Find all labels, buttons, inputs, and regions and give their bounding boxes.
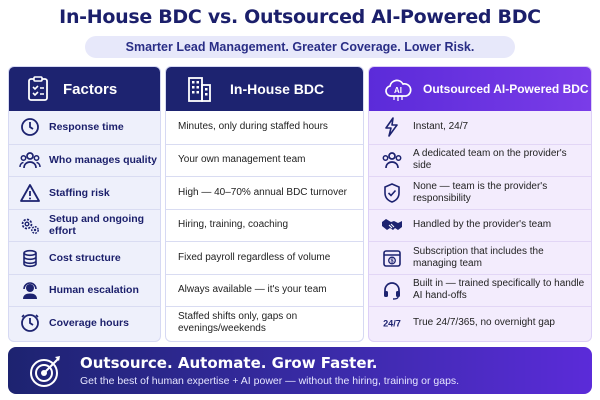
inhouse-value: Your own management team <box>178 154 306 166</box>
ai-row: Handled by the provider's team <box>369 208 591 242</box>
factor-label: Coverage hours <box>49 316 129 329</box>
shield-check-icon <box>381 182 403 204</box>
inhouse-row: Staffed shifts only, gaps on evenings/we… <box>166 306 363 339</box>
headset-icon <box>381 279 403 301</box>
ai-row: 24/7 True 24/7/365, no overnight gap <box>369 306 591 339</box>
factor-row: Human escalation <box>9 273 160 307</box>
people-group-icon <box>19 149 41 171</box>
ai-icon-text: AI <box>394 86 402 95</box>
cta-banner: Outsource. Automate. Grow Faster. Get th… <box>8 347 592 394</box>
factor-row: Setup and ongoing effort <box>9 208 160 242</box>
24-7-icon-text: 24/7 <box>383 318 401 328</box>
factor-row: Coverage hours <box>9 306 160 339</box>
inhouse-row: Hiring, training, coaching <box>166 208 363 242</box>
clock-icon <box>19 116 41 138</box>
inhouse-header-label: In-House BDC <box>230 81 325 97</box>
ai-value: A dedicated team on the provider's side <box>413 148 567 172</box>
inhouse-row: Always available — it's your team <box>166 273 363 307</box>
subscription-icon: $ <box>381 247 403 269</box>
inhouse-row: Minutes, only during staffed hours <box>166 111 363 144</box>
factor-label: Who manages quality <box>49 154 157 167</box>
lightning-icon <box>381 116 403 138</box>
inhouse-value: Hiring, training, coaching <box>178 219 289 231</box>
ai-column: AI Outsourced AI-Powered BDC Instant, 24… <box>368 66 592 342</box>
ai-value: Instant, 24/7 <box>413 121 469 133</box>
banner-subtitle: Get the best of human expertise + AI pow… <box>80 375 460 387</box>
24-7-icon: 24/7 <box>381 312 403 334</box>
inhouse-value: Fixed payroll regardless of volume <box>178 251 331 263</box>
coins-icon <box>19 247 41 269</box>
factor-label: Cost structure <box>49 251 121 264</box>
factor-label: Human escalation <box>49 284 139 297</box>
factor-label: Setup and ongoing effort <box>49 213 145 238</box>
inhouse-header: In-House BDC <box>166 67 363 111</box>
ai-row: A dedicated team on the provider's side <box>369 143 591 177</box>
factors-column: Factors Response time Who manages qualit… <box>8 66 161 342</box>
factor-row: Staffing risk <box>9 176 160 209</box>
ai-cloud-icon: AI <box>383 74 413 104</box>
factor-row: Response time <box>9 111 160 144</box>
page-subtitle: Smarter Lead Management. Greater Coverag… <box>85 36 515 58</box>
inhouse-value: Minutes, only during staffed hours <box>178 121 328 133</box>
ai-row: Built in — trained specifically to handl… <box>369 273 591 307</box>
clock-icon <box>19 312 41 334</box>
inhouse-value: Always available — it's your team <box>178 284 327 296</box>
factors-header-label: Factors <box>63 80 118 98</box>
ai-value: Subscription that includes the managing … <box>413 245 544 269</box>
target-arrow-icon <box>28 353 64 389</box>
inhouse-value: High — 40–70% annual BDC turnover <box>178 186 347 198</box>
team-icon <box>381 149 403 171</box>
ai-header: AI Outsourced AI-Powered BDC <box>369 67 591 111</box>
factor-row: Who manages quality <box>9 143 160 177</box>
headset-agent-icon <box>19 279 41 301</box>
banner-title: Outsource. Automate. Grow Faster. <box>80 354 378 372</box>
office-building-icon <box>184 74 214 104</box>
warning-icon <box>19 182 41 204</box>
factor-label: Staffing risk <box>49 186 110 199</box>
inhouse-row: Fixed payroll regardless of volume <box>166 241 363 274</box>
gears-icon <box>19 214 41 236</box>
clipboard-checklist-icon <box>23 74 53 104</box>
ai-value: Handled by the provider's team <box>413 219 552 231</box>
ai-value: None — team is the provider's responsibi… <box>413 180 548 204</box>
ai-value: Built in — trained specifically to handl… <box>413 278 585 302</box>
ai-header-label: Outsourced AI-Powered BDC <box>423 82 589 96</box>
factors-header: Factors <box>9 67 160 111</box>
svg-text:$: $ <box>390 258 393 264</box>
factor-row: Cost structure <box>9 241 160 274</box>
ai-row: None — team is the provider's responsibi… <box>369 176 591 209</box>
factor-label: Response time <box>49 121 124 134</box>
inhouse-row: Your own management team <box>166 143 363 177</box>
inhouse-row: High — 40–70% annual BDC turnover <box>166 176 363 209</box>
ai-row: $ Subscription that includes the managin… <box>369 241 591 274</box>
handshake-icon <box>381 214 403 236</box>
banner-text: Outsource. Automate. Grow Faster. Get th… <box>80 354 459 387</box>
ai-row: Instant, 24/7 <box>369 111 591 144</box>
page-title: In-House BDC vs. Outsourced AI-Powered B… <box>59 6 541 28</box>
ai-value: True 24/7/365, no overnight gap <box>413 316 555 328</box>
inhouse-column: In-House BDC Minutes, only during staffe… <box>165 66 364 342</box>
inhouse-value: Staffed shifts only, gaps on evenings/we… <box>178 310 298 334</box>
